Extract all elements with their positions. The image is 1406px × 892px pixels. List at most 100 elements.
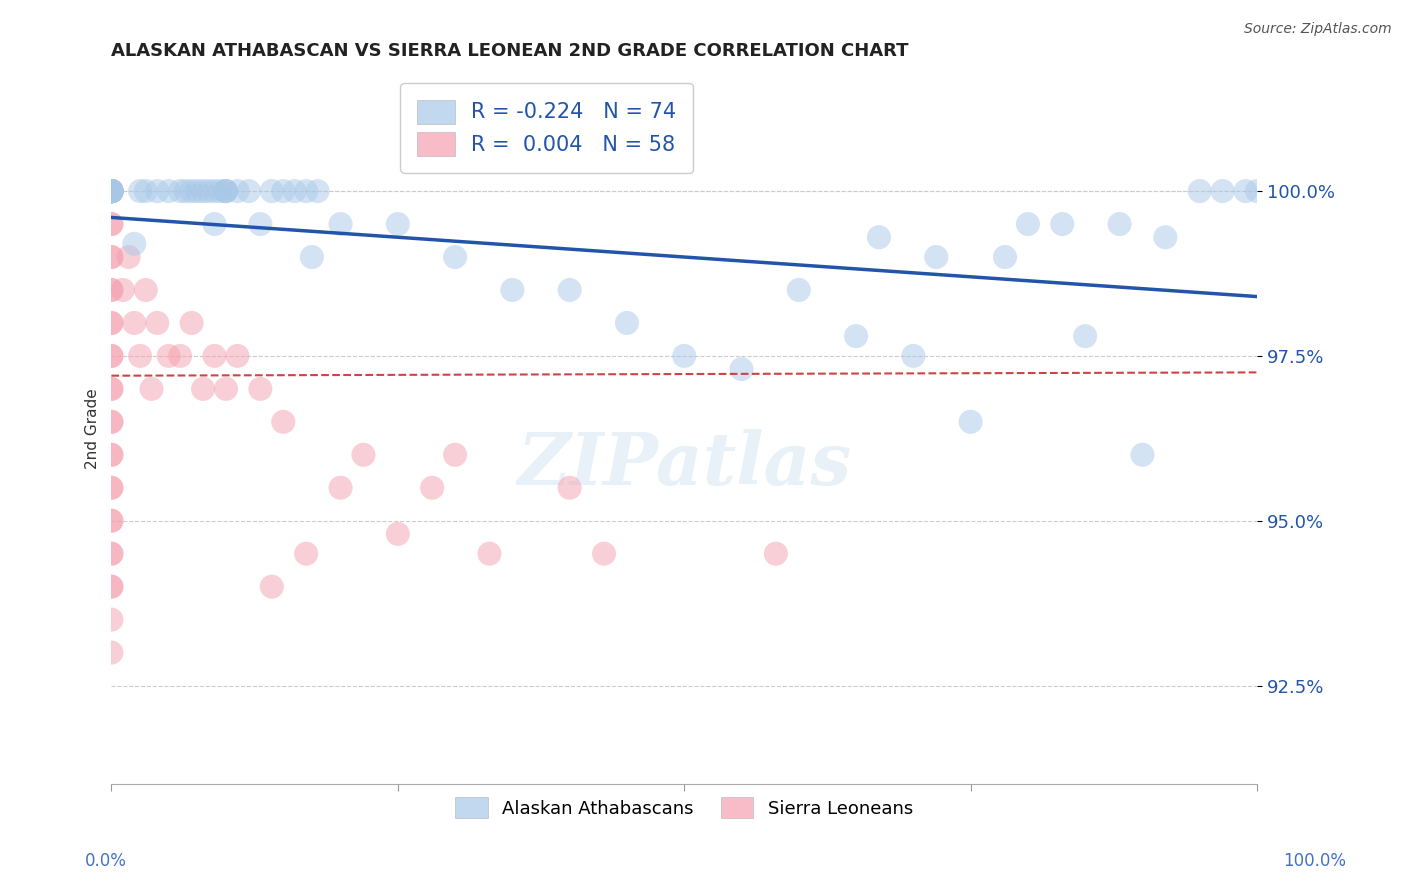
Point [295, 547, 318, 561]
Point [209, 184, 232, 198]
Legend: Alaskan Athabascans, Sierra Leoneans: Alaskan Athabascans, Sierra Leoneans [449, 790, 921, 825]
Point [204, 349, 226, 363]
Point [100, 448, 122, 462]
Point [1108, 217, 1130, 231]
Point [420, 481, 443, 495]
Point [100, 250, 122, 264]
Text: ZIPatlas: ZIPatlas [517, 428, 851, 500]
Point [124, 236, 146, 251]
Point [1074, 329, 1097, 343]
Point [180, 316, 202, 330]
Point [111, 283, 134, 297]
Point [558, 481, 581, 495]
Point [157, 184, 180, 198]
Point [478, 547, 501, 561]
Point [1132, 448, 1154, 462]
Point [925, 250, 948, 264]
Point [100, 184, 122, 198]
Point [100, 184, 122, 198]
Point [845, 329, 868, 343]
Point [100, 613, 122, 627]
Point [100, 184, 122, 198]
Point [226, 184, 249, 198]
Point [868, 230, 890, 244]
Point [100, 415, 122, 429]
Point [100, 349, 122, 363]
Text: 100.0%: 100.0% [1284, 852, 1346, 870]
Point [100, 184, 122, 198]
Point [100, 184, 122, 198]
Text: ALASKAN ATHABASCAN VS SIERRA LEONEAN 2ND GRADE CORRELATION CHART: ALASKAN ATHABASCAN VS SIERRA LEONEAN 2ND… [111, 42, 908, 60]
Point [100, 316, 122, 330]
Point [444, 448, 467, 462]
Point [146, 316, 169, 330]
Point [260, 184, 283, 198]
Point [100, 382, 122, 396]
Point [903, 349, 925, 363]
Point [673, 349, 696, 363]
Point [100, 184, 122, 198]
Point [593, 547, 616, 561]
Point [100, 184, 122, 198]
Point [215, 184, 238, 198]
Point [100, 580, 122, 594]
Point [135, 283, 157, 297]
Y-axis label: 2nd Grade: 2nd Grade [86, 388, 100, 469]
Point [352, 448, 374, 462]
Point [1154, 230, 1177, 244]
Point [100, 250, 122, 264]
Point [215, 184, 238, 198]
Point [616, 316, 638, 330]
Point [100, 184, 122, 198]
Point [501, 283, 523, 297]
Point [307, 184, 329, 198]
Point [215, 184, 238, 198]
Point [100, 514, 122, 528]
Point [100, 184, 122, 198]
Point [215, 382, 238, 396]
Point [197, 184, 219, 198]
Point [100, 184, 122, 198]
Point [117, 250, 139, 264]
Point [994, 250, 1017, 264]
Point [100, 646, 122, 660]
Point [444, 250, 467, 264]
Point [100, 184, 122, 198]
Point [100, 481, 122, 495]
Point [204, 217, 226, 231]
Point [100, 283, 122, 297]
Point [284, 184, 307, 198]
Point [787, 283, 810, 297]
Point [329, 481, 352, 495]
Point [301, 250, 323, 264]
Point [100, 184, 122, 198]
Point [186, 184, 208, 198]
Point [765, 547, 787, 561]
Point [180, 184, 202, 198]
Point [157, 349, 180, 363]
Point [100, 283, 122, 297]
Text: Source: ZipAtlas.com: Source: ZipAtlas.com [1244, 22, 1392, 37]
Point [100, 481, 122, 495]
Point [959, 415, 981, 429]
Point [260, 580, 283, 594]
Point [135, 184, 157, 198]
Point [100, 316, 122, 330]
Point [100, 184, 122, 198]
Point [730, 362, 752, 376]
Point [174, 184, 197, 198]
Point [1234, 184, 1257, 198]
Point [100, 547, 122, 561]
Point [100, 184, 122, 198]
Point [226, 349, 249, 363]
Point [100, 184, 122, 198]
Point [141, 382, 163, 396]
Point [146, 184, 169, 198]
Point [249, 382, 271, 396]
Point [329, 217, 352, 231]
Point [100, 184, 122, 198]
Point [1188, 184, 1211, 198]
Point [387, 217, 409, 231]
Point [100, 514, 122, 528]
Point [100, 184, 122, 198]
